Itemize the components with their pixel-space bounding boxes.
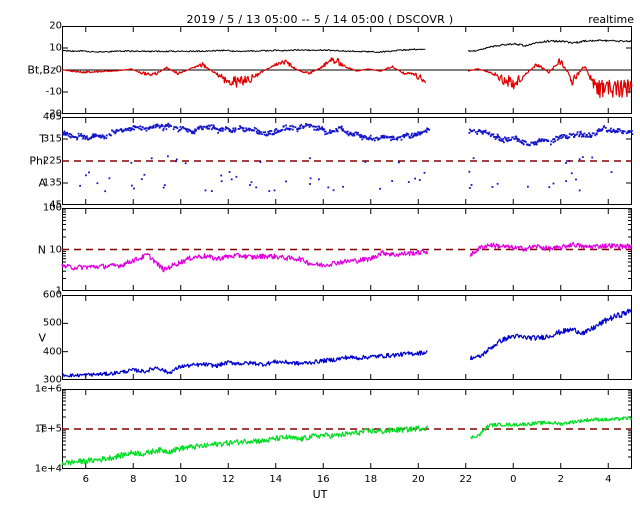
y-tick-label: 45 (49, 199, 62, 211)
y-tick-label: 1e+4 (34, 463, 62, 475)
x-tick-label: 0 (510, 474, 517, 485)
x-tick-label: 6 (82, 474, 89, 485)
panel-solar-wind-speed-ylabel: V (38, 331, 46, 345)
y-tick-label: 225 (42, 155, 62, 167)
y-tick-label: 10 (49, 42, 62, 54)
y-tick-label: 20 (49, 20, 62, 32)
y-tick-label: 405 (42, 111, 62, 123)
y-tick-label: 135 (42, 177, 62, 189)
panel-magnetic-field-ylabel: Bt,Bz (27, 63, 56, 77)
y-tick-label: 10 (49, 244, 62, 255)
y-tick-label: 315 (42, 133, 62, 145)
x-tick-label: 14 (269, 474, 283, 485)
y-tick-label: 400 (42, 346, 62, 358)
realtime-badge: realtime (588, 13, 634, 26)
x-tick-label: 22 (459, 474, 473, 485)
y-tick-label: 1e+5 (34, 423, 62, 435)
x-tick-label: 16 (316, 474, 330, 485)
x-tick-label: 10 (174, 474, 188, 485)
y-tick-label: -10 (45, 86, 62, 98)
x-tick-label: 2 (557, 474, 564, 485)
x-tick-label: 18 (364, 474, 378, 485)
y-tick-label: -20 (45, 108, 62, 120)
x-tick-label: 12 (221, 474, 235, 485)
y-tick-label: 0 (55, 64, 62, 76)
x-tick-label: 8 (130, 474, 137, 485)
panel-field-angles-ylabel-a: A (38, 176, 46, 190)
page-title: 2019 / 5 / 13 05:00 -- 5 / 14 05:00 ( DS… (186, 13, 454, 26)
panel-field-angles-ylabel-theta: T (39, 132, 46, 146)
panel-field-angles-ylabel-phi: Phi (29, 154, 46, 168)
panel-proton-density-ylabel: N (37, 243, 46, 257)
y-tick-label: 600 (42, 289, 62, 301)
y-tick-label: 500 (42, 317, 62, 329)
y-tick-label: 1e+6 (34, 383, 62, 395)
y-tick-label: 100 (42, 202, 62, 214)
y-tick-label: 300 (42, 374, 62, 386)
y-tick-label: 1 (55, 285, 62, 297)
panel-proton-temperature-ylabel: T (39, 422, 46, 436)
x-axis-label: UT (312, 488, 328, 501)
x-tick-label: 20 (411, 474, 425, 485)
x-tick-label: 4 (605, 474, 612, 485)
